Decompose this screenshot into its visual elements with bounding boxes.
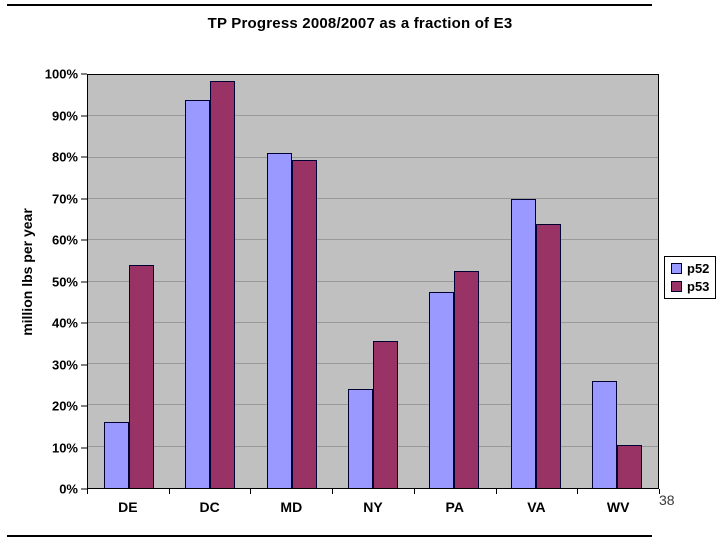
slide-top-border	[7, 4, 652, 6]
x-axis-labels: DE DC MD NY PA VA WV	[87, 499, 659, 515]
y-tickmark	[81, 364, 87, 365]
legend-label-p52: p52	[687, 261, 710, 276]
y-tick-label-100: 100%	[44, 66, 78, 82]
y-axis-tick-marks	[81, 73, 87, 490]
y-tick-label-40: 40%	[51, 315, 78, 331]
bar-group-dc	[169, 75, 250, 488]
y-tickmark	[81, 281, 87, 282]
y-tick-label-0: 0%	[59, 481, 78, 497]
bar-group-md	[251, 75, 332, 488]
bar-group-pa	[414, 75, 495, 488]
gridline-90	[88, 115, 658, 117]
x-label-md: MD	[280, 499, 303, 515]
y-tickmark	[81, 115, 87, 116]
gridline-50	[88, 280, 658, 282]
y-tick-label-20: 20%	[51, 398, 78, 414]
gridline-80	[88, 156, 658, 158]
bar-p52-va	[510, 198, 536, 488]
gridline-70	[88, 197, 658, 199]
x-tickmark	[332, 489, 334, 494]
x-label-de: DE	[118, 499, 138, 515]
y-axis-tick-labels: 0% 10% 20% 30% 40% 50% 60% 70% 80% 90% 100%	[0, 68, 78, 496]
y-tickmark	[81, 488, 87, 490]
y-tick-label-50: 50%	[51, 274, 78, 289]
x-tickmark	[413, 489, 415, 494]
legend-item-p52: p52	[671, 262, 709, 275]
bar-group-de	[88, 75, 169, 488]
x-label-dc: DC	[199, 499, 220, 515]
x-tickmark	[495, 489, 497, 494]
y-tick-label-10: 10%	[51, 440, 78, 455]
bar-p52-ny	[347, 388, 373, 488]
slide-bottom-border	[7, 535, 652, 537]
x-tickmark	[659, 489, 660, 494]
bar-p52-pa	[429, 291, 455, 488]
plot-area	[87, 74, 659, 489]
y-tick-label-80: 80%	[51, 149, 78, 165]
y-tickmark	[81, 198, 87, 199]
gridline-40	[88, 321, 658, 323]
legend-item-p53: p53	[671, 280, 709, 293]
y-tick-label-30: 30%	[51, 357, 78, 372]
bar-group-wv	[577, 75, 658, 488]
bar-p52-dc	[185, 99, 211, 488]
x-axis-tick-marks	[87, 489, 660, 494]
legend-swatch-p53	[671, 281, 682, 292]
y-tickmark	[81, 73, 87, 75]
x-label-va: VA	[527, 499, 546, 515]
gridline-60	[88, 239, 658, 241]
legend-swatch-p52	[671, 263, 682, 274]
bar-p52-md	[266, 153, 292, 488]
bar-p53-va	[535, 223, 561, 488]
bar-p53-pa	[454, 271, 480, 488]
y-tickmark	[81, 239, 87, 241]
y-tickmark	[81, 156, 87, 158]
legend-label-p53: p53	[687, 279, 710, 294]
x-tickmark	[87, 489, 88, 494]
bar-p53-dc	[210, 81, 236, 488]
bar-group-va	[495, 75, 576, 488]
x-label-ny: NY	[363, 499, 383, 515]
bar-p53-md	[291, 159, 317, 488]
x-label-pa: PA	[445, 499, 464, 515]
bar-group-ny	[332, 75, 413, 488]
y-tick-label-70: 70%	[51, 191, 78, 206]
y-tickmark	[81, 405, 87, 407]
bar-p52-de	[103, 421, 129, 488]
bar-p53-wv	[617, 444, 643, 488]
y-tick-label-60: 60%	[51, 232, 78, 248]
y-tickmark	[81, 322, 87, 324]
x-tickmark	[168, 489, 170, 494]
x-tickmark	[577, 489, 579, 494]
bar-p52-wv	[592, 380, 618, 488]
legend: p52 p53	[664, 256, 717, 299]
x-label-wv: WV	[606, 499, 630, 515]
y-tick-label-90: 90%	[51, 108, 78, 123]
bar-p53-ny	[372, 341, 398, 488]
page-number: 38	[659, 492, 675, 508]
y-tickmark	[81, 447, 87, 448]
x-tickmark	[250, 489, 252, 494]
chart-title: TP Progress 2008/2007 as a fraction of E…	[207, 15, 513, 32]
bar-p53-de	[128, 264, 154, 488]
